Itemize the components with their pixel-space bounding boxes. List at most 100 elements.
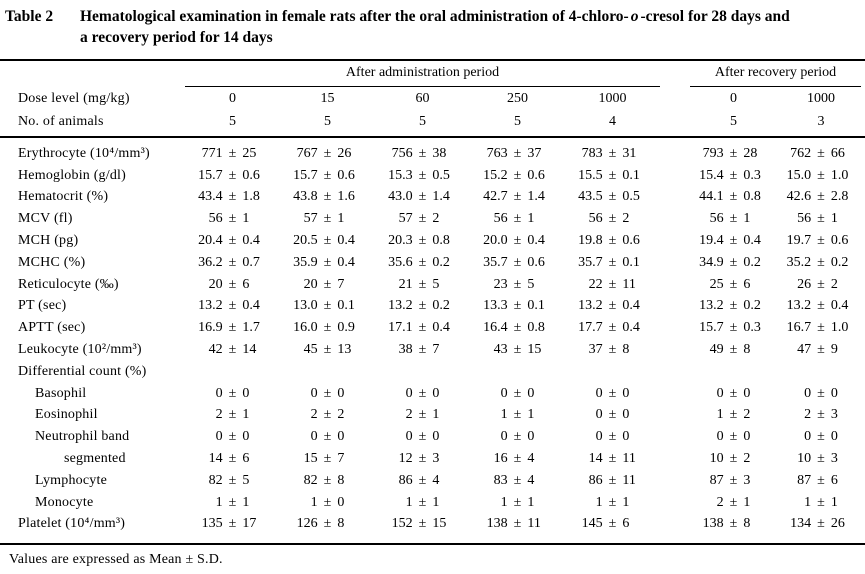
mean-value: 13.2 [388, 298, 413, 314]
mean-value: 13.2 [699, 298, 724, 314]
mean-value: 134 [790, 516, 812, 532]
mean-value: 56 [709, 211, 724, 227]
mean-value: 0 [500, 429, 508, 445]
sd-value: 0 [830, 385, 838, 401]
plus-minus-symbol: ± [608, 494, 617, 510]
value-cell: 14 ±6 [185, 451, 280, 467]
sd-value: 8 [622, 342, 630, 358]
plus-minus-symbol: ± [817, 320, 825, 336]
plus-minus-symbol: ± [418, 429, 427, 445]
value-cell: 86 ±11 [565, 473, 660, 489]
value-cell: 138 ±11 [470, 516, 565, 532]
plus-minus-symbol: ± [608, 276, 617, 292]
plus-minus-symbol: ± [323, 385, 332, 401]
mean-value: 2 [405, 407, 413, 423]
value-cell: 34.9 ±0.2 [690, 255, 777, 271]
mean-value: 0 [405, 385, 413, 401]
mean-value: 35.2 [786, 254, 812, 270]
mean-value: 763 [486, 145, 508, 161]
sd-value: 7 [337, 451, 345, 467]
plus-minus-symbol: ± [228, 145, 237, 161]
plus-minus-symbol: ± [513, 233, 522, 249]
mean-value: 2 [310, 407, 318, 423]
mean-value: 34.9 [699, 254, 724, 270]
sd-value: 0 [743, 385, 751, 401]
value-cell: 19.4 ±0.4 [690, 233, 777, 249]
sd-value: 13 [337, 342, 352, 358]
plus-minus-symbol: ± [729, 494, 738, 510]
sd-value: 0.2 [432, 254, 450, 270]
sd-value: 4 [527, 472, 535, 488]
sd-value: 0.8 [743, 189, 761, 205]
plus-minus-symbol: ± [729, 451, 738, 467]
table-row: Hematocrit (%) 43.4 ±1.8 43.8 ±1.6 43.0 ±1.4 42… [0, 187, 865, 209]
mean-value: 20.5 [293, 233, 318, 249]
plus-minus-symbol: ± [729, 211, 738, 227]
plus-minus-symbol: ± [513, 276, 522, 292]
table-row: APTT (sec) 16.9 ±1.7 16.0 ±0.9 17.1 ±0.4 16.4 ±0… [0, 317, 865, 339]
value-cell: 56 ±1 [690, 211, 777, 227]
sd-value: 0.2 [830, 254, 849, 270]
value-cell: 25 ±6 [690, 277, 777, 293]
value-cell: 42 ±14 [185, 342, 280, 358]
mean-value: 0 [215, 385, 223, 401]
plus-minus-symbol: ± [513, 298, 522, 314]
value-cell: 82 ±5 [185, 473, 280, 489]
sd-value: 0.4 [242, 233, 260, 249]
sd-value: 1 [242, 494, 250, 510]
animals-count-value: 5 [419, 113, 426, 129]
sd-value: 0.7 [242, 254, 260, 270]
plus-minus-symbol: ± [608, 233, 617, 249]
plus-minus-symbol: ± [817, 233, 825, 249]
sd-value: 0 [622, 429, 630, 445]
animals-count-value: 4 [609, 113, 616, 129]
sd-value: 5 [242, 472, 250, 488]
sd-value: 2 [743, 451, 751, 467]
value-cell: 49 ±8 [690, 342, 777, 358]
plus-minus-symbol: ± [817, 254, 825, 270]
mean-value: 13.0 [293, 298, 318, 314]
plus-minus-symbol: ± [817, 145, 825, 161]
sd-value: 38 [432, 145, 447, 161]
plus-minus-symbol: ± [729, 145, 738, 161]
plus-minus-symbol: ± [418, 189, 427, 205]
mean-value: 15.3 [388, 167, 413, 183]
plus-minus-symbol: ± [228, 451, 237, 467]
table-row: segmented 14 ±6 15 ±7 12 ±3 16 ±4 14 ±11 10 ±2 10 ±3 [0, 448, 865, 470]
sd-value: 3 [830, 451, 838, 467]
value-cell: 35.6 ±0.2 [375, 255, 470, 271]
mean-value: 86 [398, 472, 413, 488]
value-cell: 23 ±5 [470, 277, 565, 293]
mean-value: 16.4 [483, 320, 508, 336]
mean-value: 44.1 [699, 189, 724, 205]
plus-minus-symbol: ± [418, 516, 427, 532]
plus-minus-symbol: ± [513, 429, 522, 445]
value-cell: 45 ±13 [280, 342, 375, 358]
dose-value: 60 [415, 90, 430, 106]
table-row: Basophil 0 ±0 0 ±0 0 ±0 0 ±0 0 ±0 0 ±0 0 ±0 [0, 383, 865, 405]
value-cell: 767 ±26 [280, 146, 375, 162]
sd-value: 3 [743, 472, 751, 488]
mean-value: 87 [797, 472, 812, 488]
row-label: Hematocrit (%) [18, 189, 109, 205]
sd-value: 2 [622, 211, 630, 227]
table-row: MCHC (%) 36.2 ±0.7 35.9 ±0.4 35.6 ±0.2 35.7 ±0.6… [0, 252, 865, 274]
sd-value: 2 [830, 276, 838, 292]
value-cell: 0 ±0 [470, 429, 565, 445]
value-cell: 56 ±1 [185, 211, 280, 227]
table-title-text: Hematological examination in female rats… [80, 6, 865, 48]
row-label: No. of animals [18, 113, 104, 129]
title-line-2: a recovery period for 14 days [80, 29, 273, 46]
value-cell: 20.3 ±0.8 [375, 233, 470, 249]
value-cell: 20.0 ±0.4 [470, 233, 565, 249]
value-cell: 16.7 ±1.0 [777, 320, 865, 336]
plus-minus-symbol: ± [817, 472, 825, 488]
mean-value: 38 [398, 342, 413, 358]
value-cell: 135 ±17 [185, 516, 280, 532]
plus-minus-symbol: ± [608, 189, 617, 205]
mean-value: 16.7 [786, 320, 812, 336]
sd-value: 1 [527, 211, 535, 227]
value-cell: 0 ±0 [470, 386, 565, 402]
plus-minus-symbol: ± [608, 254, 617, 270]
value-cell: 138 ±8 [690, 516, 777, 532]
